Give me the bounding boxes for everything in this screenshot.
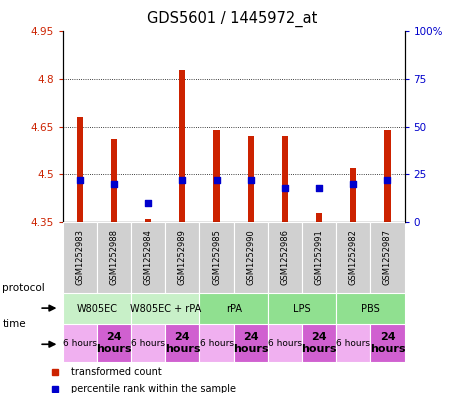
Bar (63, 222, 97, 293)
Bar (63, 293, 131, 324)
Text: 24
hours: 24 hours (233, 332, 268, 354)
Text: percentile rank within the sample: percentile rank within the sample (71, 384, 236, 393)
Bar (350, 168, 356, 222)
Bar (248, 136, 254, 222)
Bar (316, 213, 322, 222)
Point (213, 177, 220, 183)
Text: GSM1252989: GSM1252989 (178, 230, 187, 285)
Text: GSM1252988: GSM1252988 (110, 230, 119, 285)
Point (315, 185, 323, 191)
Bar (336, 324, 370, 362)
Bar (336, 222, 370, 293)
Text: GSM1252991: GSM1252991 (315, 230, 324, 285)
Text: GSM1252985: GSM1252985 (212, 230, 221, 285)
Text: transformed count: transformed count (71, 367, 162, 377)
Text: GSM1252983: GSM1252983 (75, 230, 84, 285)
Bar (302, 222, 336, 293)
Text: 24
hours: 24 hours (96, 332, 132, 354)
Text: rPA: rPA (226, 303, 242, 314)
Bar (268, 222, 302, 293)
Text: 24
hours: 24 hours (165, 332, 200, 354)
Bar (336, 293, 405, 324)
Bar (131, 222, 165, 293)
Bar (111, 140, 117, 222)
Bar (233, 222, 268, 293)
Bar (179, 70, 186, 222)
Point (350, 181, 357, 187)
Text: 6 hours: 6 hours (268, 339, 302, 348)
Bar (131, 324, 165, 362)
Text: 24
hours: 24 hours (301, 332, 337, 354)
Bar (63, 324, 97, 362)
Point (110, 181, 118, 187)
Bar (385, 130, 391, 222)
Bar (282, 136, 288, 222)
Bar (131, 293, 199, 324)
Text: GDS5601 / 1445972_at: GDS5601 / 1445972_at (147, 11, 318, 27)
Bar (199, 293, 268, 324)
Text: 24
hours: 24 hours (370, 332, 405, 354)
Text: GSM1252987: GSM1252987 (383, 230, 392, 285)
Text: LPS: LPS (293, 303, 311, 314)
Bar (370, 324, 405, 362)
Bar (165, 324, 199, 362)
Text: 6 hours: 6 hours (63, 339, 97, 348)
Text: protocol: protocol (2, 283, 45, 293)
Bar (302, 324, 336, 362)
Bar (165, 222, 199, 293)
Point (247, 177, 254, 183)
Bar (233, 324, 268, 362)
Point (281, 185, 289, 191)
Point (179, 177, 186, 183)
Bar (77, 117, 83, 222)
Bar (370, 222, 405, 293)
Bar (97, 222, 131, 293)
Point (384, 177, 391, 183)
Text: GSM1252982: GSM1252982 (349, 230, 358, 285)
Point (145, 200, 152, 206)
Text: 6 hours: 6 hours (131, 339, 165, 348)
Bar (199, 324, 233, 362)
Bar (145, 219, 151, 222)
Text: W805EC + rPA: W805EC + rPA (130, 303, 201, 314)
Text: GSM1252990: GSM1252990 (246, 230, 255, 285)
Bar (213, 130, 219, 222)
Bar (268, 293, 336, 324)
Text: time: time (2, 319, 26, 329)
Point (76, 177, 84, 183)
Text: PBS: PBS (361, 303, 380, 314)
Text: GSM1252986: GSM1252986 (280, 230, 289, 285)
Text: 6 hours: 6 hours (336, 339, 370, 348)
Bar (268, 324, 302, 362)
Text: 6 hours: 6 hours (199, 339, 233, 348)
Bar (97, 324, 131, 362)
Text: W805EC: W805EC (76, 303, 118, 314)
Text: GSM1252984: GSM1252984 (144, 230, 153, 285)
Bar (199, 222, 233, 293)
